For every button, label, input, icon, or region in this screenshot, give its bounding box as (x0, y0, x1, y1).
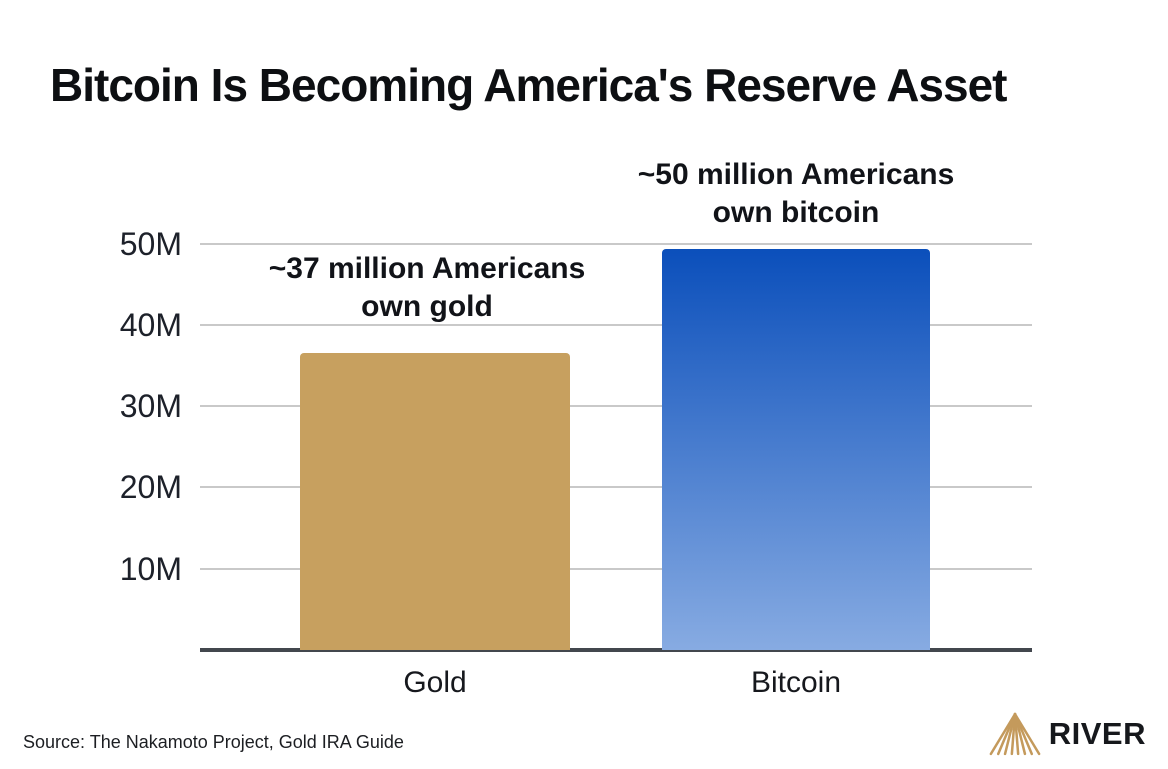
x-axis-label-gold: Gold (403, 666, 467, 699)
y-axis-label-30M: 30M (119, 388, 182, 425)
plot-area (200, 203, 1032, 652)
gold-bar-annotation: ~37 million Americans own gold (268, 252, 586, 323)
y-axis-label-10M: 10M (119, 550, 182, 587)
gold-bar (300, 353, 570, 650)
river-logo: RIVER (989, 712, 1146, 756)
gridline-40M (200, 323, 1032, 326)
y-axis-label-50M: 50M (119, 225, 182, 262)
y-axis-label-20M: 20M (119, 469, 182, 506)
bitcoin-bar (662, 249, 930, 650)
x-axis-label-bitcoin: Bitcoin (750, 666, 842, 699)
gridline-10M (200, 567, 1032, 570)
gridline-20M (200, 486, 1032, 489)
bitcoin-bar-annotation: ~50 million Americans own bitcoin (637, 158, 955, 229)
gridline-30M (200, 405, 1032, 408)
river-mountain-icon (989, 712, 1041, 756)
river-wordmark: RIVER (1048, 716, 1146, 751)
y-axis-label-40M: 40M (119, 306, 182, 343)
x-axis-line (200, 648, 1032, 652)
gridline-50M (200, 242, 1032, 245)
source-note: Source: The Nakamoto Project, Gold IRA G… (23, 732, 404, 752)
chart-title: Bitcoin Is Becoming America's Reserve As… (50, 59, 1007, 111)
